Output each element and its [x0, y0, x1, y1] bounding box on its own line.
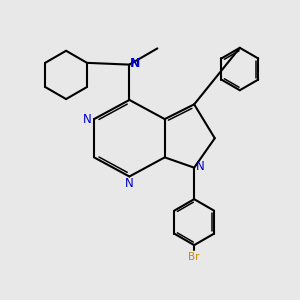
Text: N: N [83, 112, 92, 126]
Text: N: N [125, 177, 134, 190]
Text: N: N [196, 160, 205, 173]
Text: N: N [130, 57, 140, 70]
Text: Br: Br [188, 253, 200, 262]
